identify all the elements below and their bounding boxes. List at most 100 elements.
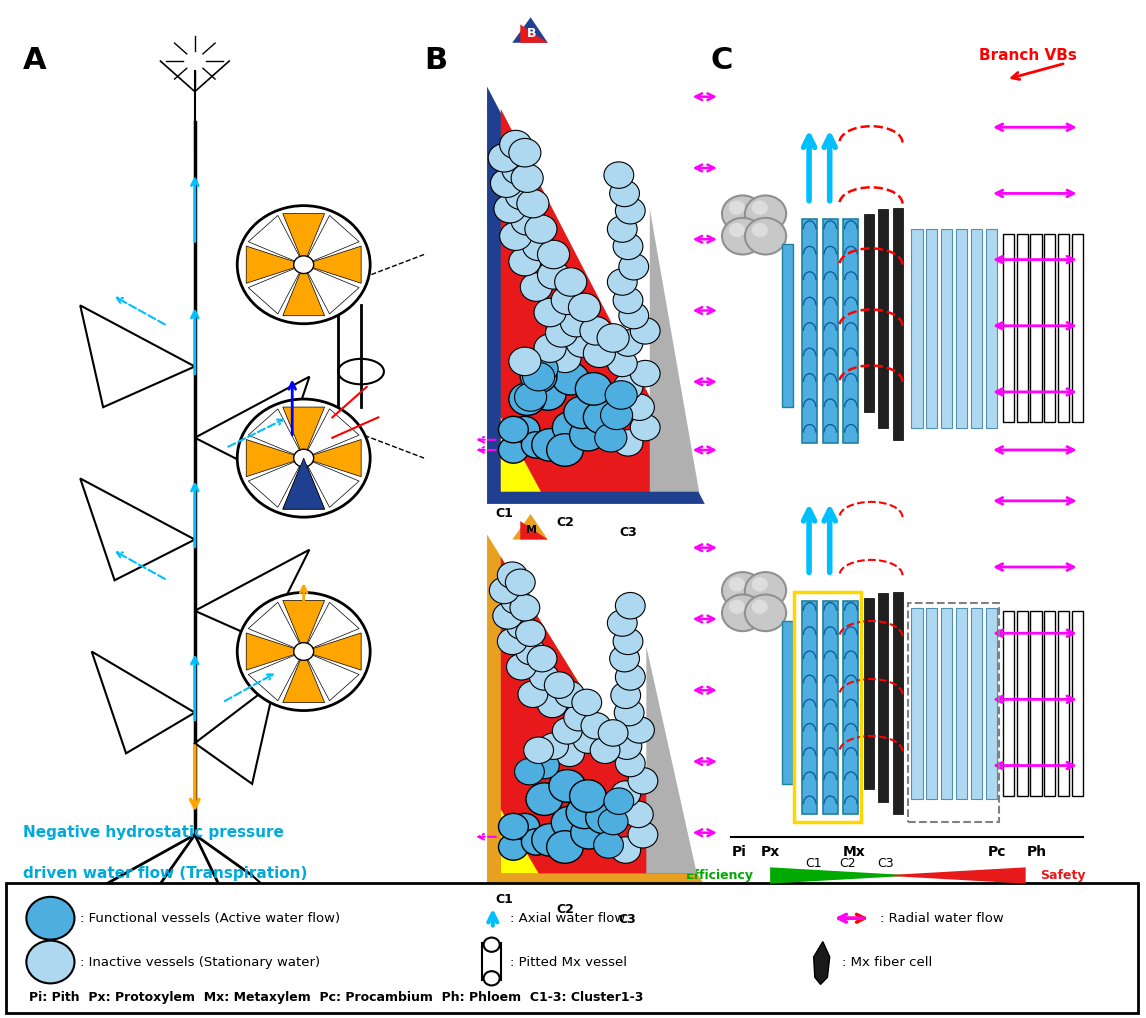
Bar [1003,611,1014,796]
Circle shape [607,269,637,295]
Circle shape [237,399,370,517]
Circle shape [507,654,536,680]
Circle shape [523,362,555,391]
Circle shape [499,416,528,443]
Polygon shape [304,440,361,476]
Bar [956,229,967,428]
Circle shape [488,144,520,172]
Polygon shape [520,521,548,540]
Circle shape [537,240,570,269]
Polygon shape [304,652,359,700]
Circle shape [26,897,74,940]
Bar [482,943,501,980]
Text: Efficiency: Efficiency [686,869,754,882]
Circle shape [549,344,581,373]
Circle shape [610,645,639,672]
Circle shape [722,195,763,232]
Circle shape [566,796,603,829]
Circle shape [752,577,768,591]
Circle shape [583,401,620,434]
Circle shape [552,718,582,744]
Circle shape [532,429,568,461]
Text: : Functional vessels (Active water flow): : Functional vessels (Active water flow) [80,912,340,924]
Text: Ph: Ph [1027,845,1047,859]
Circle shape [502,156,534,184]
Text: Negative hydrostatic pressure: Negative hydrostatic pressure [23,825,284,840]
Text: C3: C3 [618,913,636,926]
Circle shape [521,829,551,855]
Circle shape [507,613,536,639]
Circle shape [607,350,637,377]
Polygon shape [304,216,359,265]
Bar [1058,611,1069,796]
Circle shape [500,130,532,159]
Bar [926,229,937,428]
Circle shape [729,577,745,591]
Circle shape [613,374,643,400]
Circle shape [499,437,528,463]
Circle shape [611,682,641,709]
Circle shape [534,298,566,327]
Text: M: M [526,525,537,535]
Circle shape [729,201,745,215]
Circle shape [26,941,74,983]
Circle shape [517,189,549,218]
Circle shape [545,319,578,347]
Polygon shape [246,246,304,283]
Circle shape [745,195,786,232]
Circle shape [564,704,594,731]
Circle shape [516,620,545,646]
Circle shape [581,713,611,739]
Circle shape [613,628,643,655]
Circle shape [745,595,786,631]
Circle shape [594,832,623,858]
Circle shape [494,194,526,223]
Text: C: C [711,46,733,74]
Circle shape [586,801,622,834]
Circle shape [509,347,541,376]
Text: C2: C2 [556,516,574,529]
Circle shape [518,681,548,708]
Text: Px: Px [761,845,779,859]
Polygon shape [304,265,359,314]
Bar [1017,611,1028,796]
Text: B: B [527,27,536,40]
Circle shape [509,383,545,415]
Circle shape [484,971,500,985]
Bar [843,219,858,443]
Polygon shape [650,209,699,492]
Bar [941,608,952,799]
Bar [893,208,903,440]
Circle shape [534,334,566,362]
Circle shape [729,600,745,614]
Polygon shape [283,601,324,652]
Circle shape [605,381,637,409]
Bar [911,229,923,428]
Polygon shape [501,417,541,492]
Circle shape [625,717,654,743]
Circle shape [722,218,763,254]
Circle shape [505,181,537,210]
Circle shape [722,572,763,609]
Text: driven water flow (Transpiration): driven water flow (Transpiration) [23,865,307,881]
Circle shape [566,329,598,357]
Circle shape [555,740,584,767]
Bar [986,229,997,428]
Circle shape [570,418,606,451]
Circle shape [525,215,557,243]
Circle shape [612,733,642,759]
Circle shape [597,324,629,352]
Circle shape [619,302,649,329]
Polygon shape [304,633,361,670]
Text: : Pitted Mx vessel: : Pitted Mx vessel [510,956,627,968]
Polygon shape [246,440,304,476]
Polygon shape [304,458,359,507]
Circle shape [293,256,314,274]
Polygon shape [487,87,705,504]
Bar [802,601,817,814]
Circle shape [499,813,528,840]
Circle shape [524,737,554,764]
Circle shape [509,138,541,167]
Bar [911,608,923,799]
Circle shape [489,577,519,604]
